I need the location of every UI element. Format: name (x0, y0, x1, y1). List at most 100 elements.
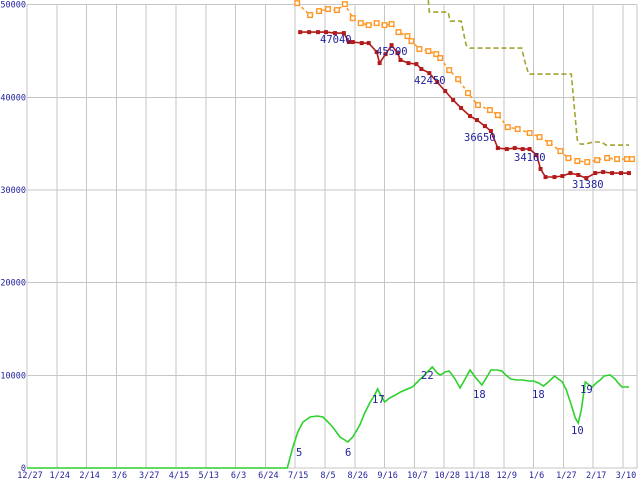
filled-square-marker (593, 171, 598, 176)
filled-square-marker (512, 146, 517, 151)
filled-square-marker (468, 114, 473, 119)
open-square-marker (307, 12, 314, 19)
volume-label: 6 (345, 447, 351, 459)
y-tick-label: 20000 (0, 279, 26, 289)
open-square-marker (628, 156, 635, 163)
open-square-marker (324, 6, 331, 13)
y-tick-label: 10000 (0, 371, 26, 381)
filled-square-marker (459, 106, 464, 111)
open-square-marker (536, 134, 543, 141)
price-label: 42450 (414, 75, 446, 87)
x-tick-label: 3/6 (112, 471, 127, 480)
filled-square-marker (560, 174, 565, 179)
open-square-marker (557, 148, 564, 155)
open-square-marker (365, 22, 372, 29)
filled-square-marker (406, 61, 411, 66)
x-tick-label: 10/28 (434, 471, 460, 480)
filled-square-marker (398, 58, 403, 63)
filled-square-marker (619, 171, 624, 176)
open-square-marker (504, 124, 511, 131)
filled-square-marker (350, 40, 355, 45)
x-tick-label: 8/26 (348, 471, 368, 480)
filled-square-marker (366, 41, 371, 46)
open-square-marker (446, 67, 453, 74)
x-tick-label: 12/9 (497, 471, 517, 480)
volume-label: 22 (421, 370, 434, 382)
open-square-marker (381, 22, 388, 29)
open-square-marker (341, 1, 348, 8)
filled-square-marker (527, 147, 532, 152)
series-orange-dashed-markers (294, 0, 635, 166)
filled-square-marker (307, 30, 312, 35)
open-square-marker (388, 21, 395, 28)
open-square-marker (574, 158, 581, 165)
y-tick-label: 50000 (0, 1, 26, 11)
price-label: 31380 (572, 179, 604, 191)
filled-square-marker (389, 43, 394, 48)
x-tick-label: 5/13 (199, 471, 219, 480)
filled-square-marker (534, 152, 539, 157)
filled-square-marker (488, 128, 493, 133)
filled-square-marker (552, 175, 557, 180)
open-square-marker (373, 20, 380, 27)
filled-square-marker (346, 40, 351, 45)
filled-square-marker (395, 51, 400, 56)
x-tick-label: 1/6 (529, 471, 544, 480)
filled-square-marker (576, 173, 581, 178)
x-tick-label: 4/15 (169, 471, 189, 480)
filled-square-marker (474, 118, 479, 123)
x-tick-label: 12/27 (17, 471, 43, 480)
open-square-marker (455, 76, 462, 83)
series-dark-red-markers (298, 30, 631, 181)
open-square-marker (357, 20, 364, 27)
x-tick-label: 6/3 (231, 471, 246, 480)
open-square-marker (594, 157, 601, 164)
filled-square-marker (414, 62, 419, 67)
filled-square-marker (520, 147, 525, 152)
open-square-marker (437, 55, 444, 62)
open-square-marker (395, 29, 402, 36)
price-label: 47040 (320, 34, 352, 46)
filled-square-marker (584, 176, 589, 181)
filled-square-marker (601, 170, 606, 175)
open-square-marker (584, 159, 591, 166)
series-dark-red-line (300, 31, 629, 179)
x-tick-label: 2/14 (79, 471, 99, 480)
filled-square-marker (482, 124, 487, 129)
filled-square-marker (359, 41, 364, 46)
price-label: 36650 (464, 132, 496, 144)
open-square-marker (433, 51, 440, 58)
filled-square-marker (323, 30, 328, 35)
volume-label: 5 (296, 447, 302, 459)
filled-square-marker (504, 147, 509, 152)
filled-square-marker (383, 52, 388, 57)
price-label: 45500 (376, 46, 408, 58)
filled-square-marker (419, 67, 424, 72)
filled-square-marker (341, 31, 346, 36)
open-square-marker (465, 90, 472, 97)
x-tick-label: 1/24 (50, 471, 70, 480)
y-tick-label: 30000 (0, 186, 26, 196)
filled-square-marker (377, 61, 382, 66)
open-square-marker (565, 155, 572, 162)
volume-label: 18 (532, 389, 545, 401)
open-square-marker (514, 126, 521, 133)
x-tick-label: 10/7 (407, 471, 427, 480)
open-square-marker (623, 156, 630, 163)
volume-label: 17 (372, 394, 385, 406)
x-tick-label: 3/10 (616, 471, 636, 480)
filled-square-marker (316, 30, 321, 35)
open-square-marker (486, 107, 493, 114)
open-square-marker (604, 155, 611, 162)
open-square-marker (349, 15, 356, 22)
x-tick-label: 3/27 (139, 471, 159, 480)
x-tick-label: 2/17 (586, 471, 606, 480)
open-square-marker (526, 130, 533, 137)
y-tick-label: 40000 (0, 93, 26, 103)
x-tick-label: 1/27 (556, 471, 576, 480)
open-square-marker (316, 8, 323, 15)
series-green-line (27, 365, 629, 469)
open-square-marker (404, 33, 411, 40)
